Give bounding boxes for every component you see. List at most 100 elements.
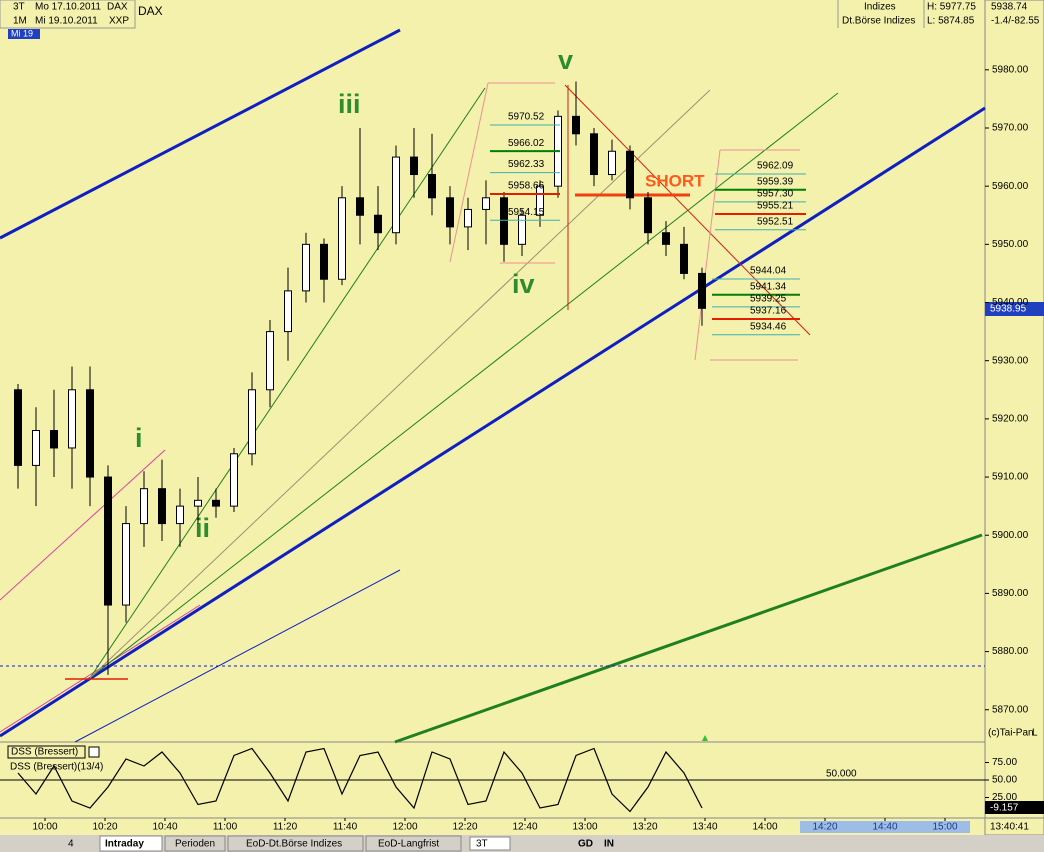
trendline [394, 533, 983, 744]
candle-body [320, 243, 328, 280]
x-tick-label: 12:40 [512, 822, 537, 833]
tab[interactable]: EoD-Langfrist [378, 839, 439, 850]
candle-body [212, 499, 220, 507]
y-tick-label: 5970.00 [992, 123, 1029, 134]
copyright: (c)Tai-Pan [988, 728, 1034, 739]
scale-mode: L [1032, 728, 1038, 739]
last: 5938.74 [991, 2, 1028, 13]
candle-body [32, 430, 40, 466]
osc-reference-label: 50.000 [826, 769, 857, 780]
fib-label: 5958.66 [508, 181, 545, 192]
trendline [0, 28, 401, 240]
clock: 13:40:41 [990, 822, 1029, 833]
candle-body [122, 523, 130, 606]
tab-active[interactable] [99, 835, 163, 852]
low: L: 5874.85 [927, 16, 975, 27]
fib-label: 5937.16 [750, 306, 787, 317]
candle-body [158, 488, 166, 525]
candle-body [266, 331, 274, 391]
exchange: XXP [109, 16, 129, 27]
candle-body [608, 150, 616, 176]
x-tick-label: 10:00 [32, 822, 57, 833]
tab[interactable]: Perioden [175, 839, 215, 850]
last-price: 5938.95 [990, 304, 1027, 315]
candle-body [428, 174, 436, 199]
fib-label: 5957.30 [757, 189, 794, 200]
y-tick-label: 5930.00 [992, 355, 1029, 366]
trendline [74, 569, 401, 743]
interval-select[interactable] [469, 836, 511, 851]
range: 1M [13, 16, 27, 27]
tab[interactable]: Intraday [105, 839, 144, 850]
fan-line [89, 87, 486, 679]
candle-body [662, 232, 670, 245]
candle-body [338, 197, 346, 280]
x-tick-label: 12:20 [452, 822, 477, 833]
future-bar [800, 821, 970, 833]
candle-body [410, 156, 418, 176]
candle-body [680, 243, 688, 274]
x-tick-label: 14:40 [872, 822, 897, 833]
tab[interactable]: EoD-Dt.Börse Indizes [246, 839, 342, 850]
candle-body [536, 185, 544, 216]
candle-body [230, 453, 238, 507]
osc-legend: DSS (Bressert)(13/4) [10, 762, 103, 773]
header-box [0, 0, 136, 29]
trendline [564, 84, 811, 336]
wave-label: i [135, 423, 143, 453]
candle-body [518, 214, 526, 245]
tab-frame[interactable] [227, 835, 364, 852]
y-tick-label: 5940.00 [992, 297, 1029, 308]
x-tick-label: 11:00 [213, 822, 238, 833]
y-tick-label: 5880.00 [992, 646, 1029, 657]
candle-body [356, 197, 364, 216]
fan-line [89, 92, 839, 679]
day: Mi 19 [11, 28, 33, 38]
symbol: DAX [107, 2, 128, 13]
x-tick-label: 13:00 [572, 822, 597, 833]
candle-body [572, 115, 580, 135]
candle-body [446, 197, 454, 228]
high: H: 5977.75 [927, 2, 976, 13]
button[interactable]: GD [578, 839, 593, 850]
fib-frame [449, 82, 489, 263]
button[interactable]: IN [604, 839, 614, 850]
source: Dt.Börse Indizes [842, 16, 915, 27]
fib-label: 5959.39 [757, 176, 794, 187]
fib-label: 5941.34 [750, 281, 787, 292]
add-button[interactable] [88, 746, 100, 758]
osc-y-tick-label: 75.00 [992, 757, 1017, 768]
wave-label: v [558, 45, 573, 75]
candle-body [284, 290, 292, 333]
trendline [0, 106, 986, 738]
day-badge [8, 29, 40, 39]
y-tick-label: 5900.00 [992, 530, 1029, 541]
tab-frame[interactable] [164, 835, 226, 852]
tab-frame[interactable] [365, 835, 462, 852]
candle-body [464, 208, 472, 228]
osc-tag [985, 801, 1044, 814]
fib-label: 5954.15 [508, 207, 545, 218]
candle-body [248, 389, 256, 455]
fib-label: 5952.51 [757, 216, 794, 227]
y-tick-label: 5910.00 [992, 472, 1029, 483]
fib-label: 5970.52 [508, 112, 545, 123]
osc-last: -9.157 [990, 803, 1019, 814]
fib-label: 5966.02 [508, 138, 545, 149]
candle-body [482, 197, 490, 210]
x-tick-label: 10:20 [92, 822, 117, 833]
osc-line [17, 747, 703, 813]
wave-label: ii [195, 513, 210, 543]
wave-label: iii [338, 89, 361, 119]
right-axis [984, 0, 1044, 836]
y-tick-label: 5950.00 [992, 239, 1029, 250]
candle-body [590, 133, 598, 176]
x-tick-label: 14:00 [752, 822, 777, 833]
candle-body [14, 389, 22, 466]
fib-label: 5962.09 [757, 161, 794, 172]
interval[interactable]: 3T [476, 839, 488, 850]
candle-body [104, 476, 112, 606]
fib-label: 5934.46 [750, 321, 787, 332]
